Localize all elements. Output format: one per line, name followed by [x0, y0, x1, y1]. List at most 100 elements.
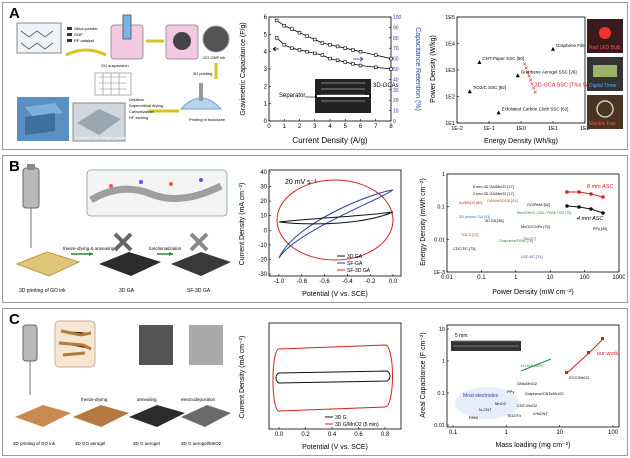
- y-tick-label: 0.01: [434, 423, 445, 429]
- y2-tick-label: 10: [393, 109, 399, 115]
- x-axis-label: Potential (V vs. SCE): [302, 291, 368, 298]
- y-tick-label: 1E5: [445, 15, 455, 21]
- data-point: [351, 48, 355, 52]
- svg-text:V/NCNT: V/NCNT: [533, 411, 548, 416]
- y-tick-label: -20: [258, 257, 267, 263]
- y-tick-label: 2: [264, 84, 268, 90]
- cv-chart-b: -1.0 -0.8 -0.6 -0.4 -0.2 0.0 40 30 20 10 0 -10 -20 -3…: [239, 169, 402, 298]
- svg-text:Gelation: Gelation: [129, 97, 144, 102]
- svg-text:RF catalyst: RF catalyst: [74, 38, 95, 43]
- this-work-marker: ×: [529, 78, 533, 85]
- syringe: [22, 324, 38, 362]
- x-tick-label: 5: [344, 124, 348, 130]
- gca-label: 3D-GCAs: [373, 83, 399, 89]
- data-point: [320, 53, 325, 57]
- asc-4mm-line: [566, 205, 604, 214]
- point-label: CNT-Paper SSC [90]: [482, 56, 524, 61]
- arrow: [65, 48, 107, 57]
- plot-frame: [446, 173, 620, 273]
- y-axis-label: Areal Capacitance (F cm⁻²): [420, 332, 427, 417]
- cv-loop-sf-3d-ga: [276, 179, 394, 261]
- y-tick-label: 30: [260, 185, 267, 191]
- point-label: 3D-GCA SSC [This Work]: [535, 83, 598, 89]
- data-point: [328, 43, 332, 47]
- cv-loop-3dg: [275, 370, 391, 384]
- go-ink-lattice: [15, 405, 71, 427]
- svg-text:N-CNT: N-CNT: [479, 407, 492, 412]
- y-tick-label: 0.1: [437, 391, 445, 397]
- svg-text:PPy [40]: PPy [40]: [593, 227, 607, 231]
- svg-text:TiO2/Tx: TiO2/Tx: [507, 413, 521, 418]
- svg-text:Au/MnO2 [60]: Au/MnO2 [60]: [459, 201, 482, 205]
- y-tick-label: 1: [442, 359, 445, 365]
- y2-tick-label: 40: [393, 77, 399, 83]
- svg-text:CNT-MnO2: CNT-MnO2: [517, 403, 538, 408]
- data-point: [374, 65, 378, 69]
- series-line-1: [276, 37, 392, 70]
- svg-text:LSG-EC [74]: LSG-EC [74]: [521, 255, 543, 259]
- y2-tick-label: 50: [393, 67, 399, 73]
- y-tick-label: -30: [258, 272, 267, 278]
- x-tick-label: 3: [313, 124, 317, 130]
- svg-text:Ti3C2 [72]: Ti3C2 [72]: [461, 233, 478, 237]
- svg-text:3D printing of GO ink: 3D printing of GO ink: [13, 441, 56, 446]
- data-point: [389, 67, 393, 71]
- data-point: [358, 49, 363, 54]
- x-axis-label: Power Density (mW cm⁻²): [492, 289, 573, 296]
- svg-text:CDC/TiC [73]: CDC/TiC [73]: [453, 247, 475, 251]
- svg-text:Red LED Bulb: Red LED Bulb: [589, 45, 621, 51]
- y2-tick-label: 30: [393, 88, 399, 94]
- data-point: [351, 62, 355, 66]
- x-tick-label: 10: [547, 275, 554, 281]
- asc-8mm-line: [567, 191, 604, 198]
- x-tick-label: 1: [514, 275, 518, 281]
- y-tick-label: 10: [439, 327, 445, 333]
- this-work-marker: ×: [523, 62, 527, 69]
- x-tick-label: 1: [505, 430, 509, 436]
- sem-g: [139, 325, 173, 365]
- y-tick-label: 4: [264, 50, 268, 56]
- svg-text:GNP: GNP: [74, 32, 83, 37]
- data-point: [515, 73, 520, 78]
- svg-text:GO/PANI [62]: GO/PANI [62]: [527, 203, 550, 207]
- y2-tick-label: 70: [393, 46, 399, 52]
- x-tick-label: 8: [389, 124, 393, 130]
- svg-text:4 mm ASC: 4 mm ASC: [577, 216, 603, 222]
- data-point: [313, 51, 317, 56]
- y-tick-label: 0: [264, 119, 268, 125]
- svg-text:PANI: PANI: [469, 415, 478, 420]
- y-tick-label: 1E2: [445, 95, 455, 101]
- y-tick-label: 5: [264, 32, 268, 38]
- x-tick-label: 1E1: [548, 126, 558, 132]
- caption-go-ink: 3D printing of GO ink: [19, 288, 66, 294]
- syringe: [22, 167, 40, 209]
- y-axis-label: Gravimetric Capacitance (F/g): [240, 22, 247, 115]
- data-point: [467, 89, 472, 94]
- x-tick-label: 0.2: [301, 432, 310, 438]
- this-work-marker: ×: [524, 66, 528, 73]
- y-tick-label: 1: [264, 102, 268, 108]
- most-electrodes-region: [455, 387, 519, 419]
- y-tick-label: 1E4: [445, 42, 455, 48]
- cv-loop-mno2: [272, 344, 393, 412]
- y-tick-label: 20: [260, 199, 267, 205]
- svg-text:Printing in isooctane: Printing in isooctane: [189, 117, 226, 122]
- y-axis-label: Power Density (W/kg): [430, 35, 437, 103]
- go-lattice: [15, 251, 81, 277]
- svg-text:PPy: PPy: [507, 389, 514, 394]
- data-point: [282, 43, 286, 47]
- x-tick-label: 0.01: [441, 275, 453, 281]
- y-axis-label: Current Density (mA cm⁻²): [239, 336, 246, 419]
- svg-text:Graphene/CNTs/MnO2: Graphene/CNTs/MnO2: [525, 392, 564, 396]
- x-tick-label: 1E-2: [451, 126, 463, 132]
- svg-text:MnO2: MnO2: [495, 401, 507, 406]
- panel-label: B: [9, 158, 20, 175]
- data-point: [477, 60, 482, 65]
- svg-text:freeze-drying & annealing: freeze-drying & annealing: [63, 246, 115, 251]
- svg-text:3D printed GA [31]: 3D printed GA [31]: [459, 215, 490, 219]
- svg-text:TiN [77]: TiN [77]: [523, 237, 536, 241]
- svg-text:SF-3D GA: SF-3D GA: [347, 268, 371, 274]
- areal-chart-c: 0.1 1 10 100 10 1 0.1 0.01 5 mm our work N-HAB …: [420, 324, 620, 449]
- ragone-chart: 1E-2 1E-1 1E0 1E1 1E2 1E5 1E4 1E3 1E2 1E1 Graphene…: [430, 15, 623, 145]
